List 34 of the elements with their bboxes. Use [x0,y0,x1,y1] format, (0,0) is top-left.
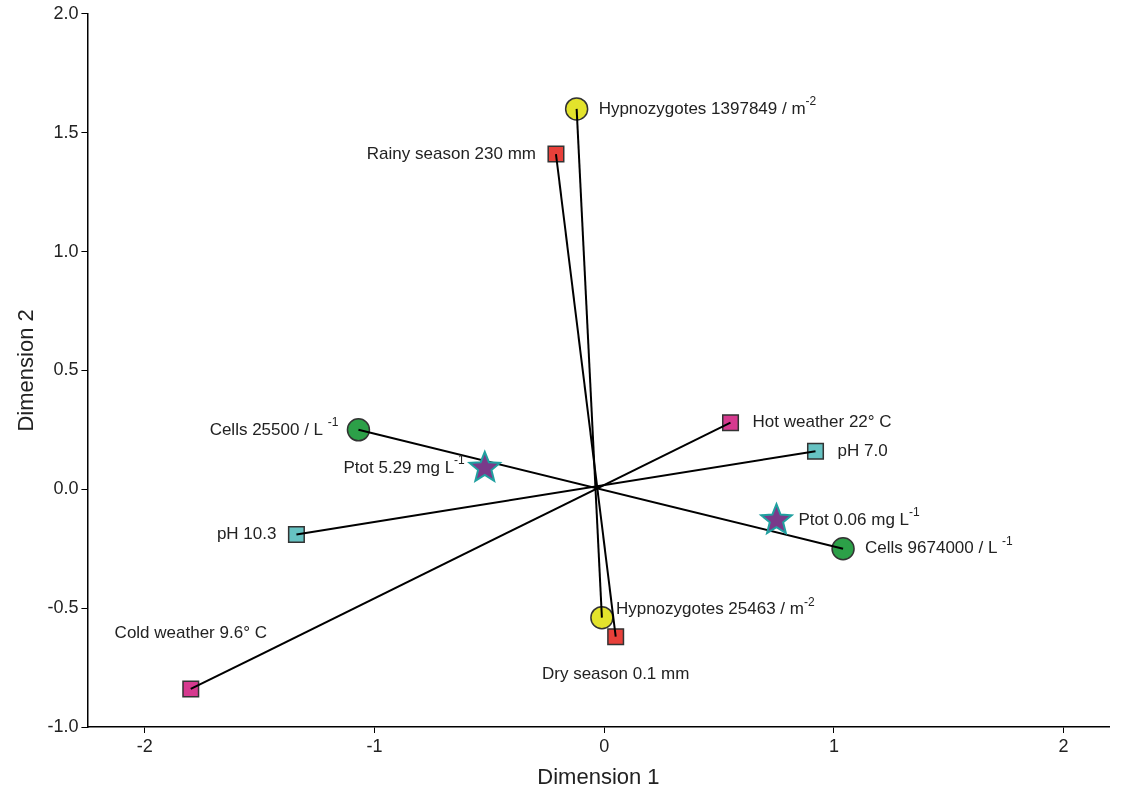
x-tick-label: -2 [136,735,153,756]
y-tick-label: -1.0 [47,715,79,736]
y-tick-label: 1.5 [53,121,79,142]
series-label: Cells 9674000 / L -1 [865,534,1014,558]
y-tick-label: 1.0 [53,240,79,261]
series-label: Rainy season 230 mm [366,143,536,163]
series-label: Hot weather 22° C [752,412,892,432]
point [607,628,625,646]
point [831,536,855,561]
point [722,414,740,432]
y-axis-title: Dimension 2 [13,309,39,432]
text: Cold weather 9.6° C [114,622,267,642]
series-label: pH 7.0 [837,440,888,460]
y-tick-label: 2.0 [53,2,79,23]
series-label: pH 10.3 [216,524,277,544]
point [547,145,565,163]
point [564,97,589,121]
y-tick-label: -0.5 [47,597,79,618]
series-label: Dry season 0.1 mm [541,664,690,684]
point [806,442,825,460]
point [590,605,614,630]
point [287,525,305,543]
x-tick-label: 2 [1058,735,1069,756]
x-tick-label: 0 [599,735,610,756]
point [760,503,793,535]
series-label: Cells 25500 / L -1 [209,415,339,439]
point [182,680,200,698]
x-tick-label: -1 [366,735,383,756]
y-tick-label: 0.0 [53,478,79,499]
point [468,450,501,482]
x-axis-title: Dimension 1 [537,763,660,789]
y-tick-label: 0.5 [53,359,79,380]
x-tick-label: 1 [828,735,839,756]
point [346,418,371,442]
